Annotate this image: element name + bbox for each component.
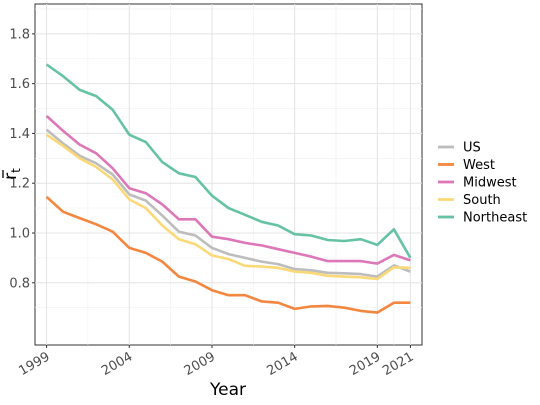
y-tick-label: 1.6 [9,77,30,92]
legend-label-us: US [463,141,481,156]
y-axis-title-subscript: t [9,168,23,173]
y-tick-label: 1.8 [9,27,30,42]
series-line-west [45,195,411,314]
plot-panel [34,3,423,346]
x-tick-label: 2009 [182,349,218,379]
series-line-northeast [45,63,412,259]
y-axis-ticks: 0.8 1.0 1.2 1.4 1.6 1.8 [9,27,35,291]
series-line-us [45,128,411,278]
x-tick-label: 1999 [16,349,52,379]
legend: US West Midwest South Northeast [438,141,527,226]
legend-label-midwest: Midwest [463,176,517,191]
y-tick-label: 1.0 [9,226,30,241]
y-axis-title: rt [1,168,23,180]
x-tick-label: 2019 [347,349,383,379]
x-tick-label: 2004 [99,349,135,379]
grid-minor [35,4,422,345]
y-tick-label: 1.2 [9,177,30,192]
series-line-south [45,133,411,281]
x-tick-label: 2014 [264,349,300,379]
legend-label-west: West [463,158,495,173]
legend-label-northeast: Northeast [463,211,527,226]
series-line-midwest [45,115,411,265]
legend-label-south: South [463,193,501,208]
grid-major [35,4,422,345]
y-tick-label: 0.8 [9,276,30,291]
x-tick-label: 2021 [380,349,416,379]
y-tick-label: 1.4 [9,127,30,142]
series-lines [45,63,412,314]
y-axis-title-base: r [1,173,21,180]
x-axis-title: Year [209,380,246,400]
